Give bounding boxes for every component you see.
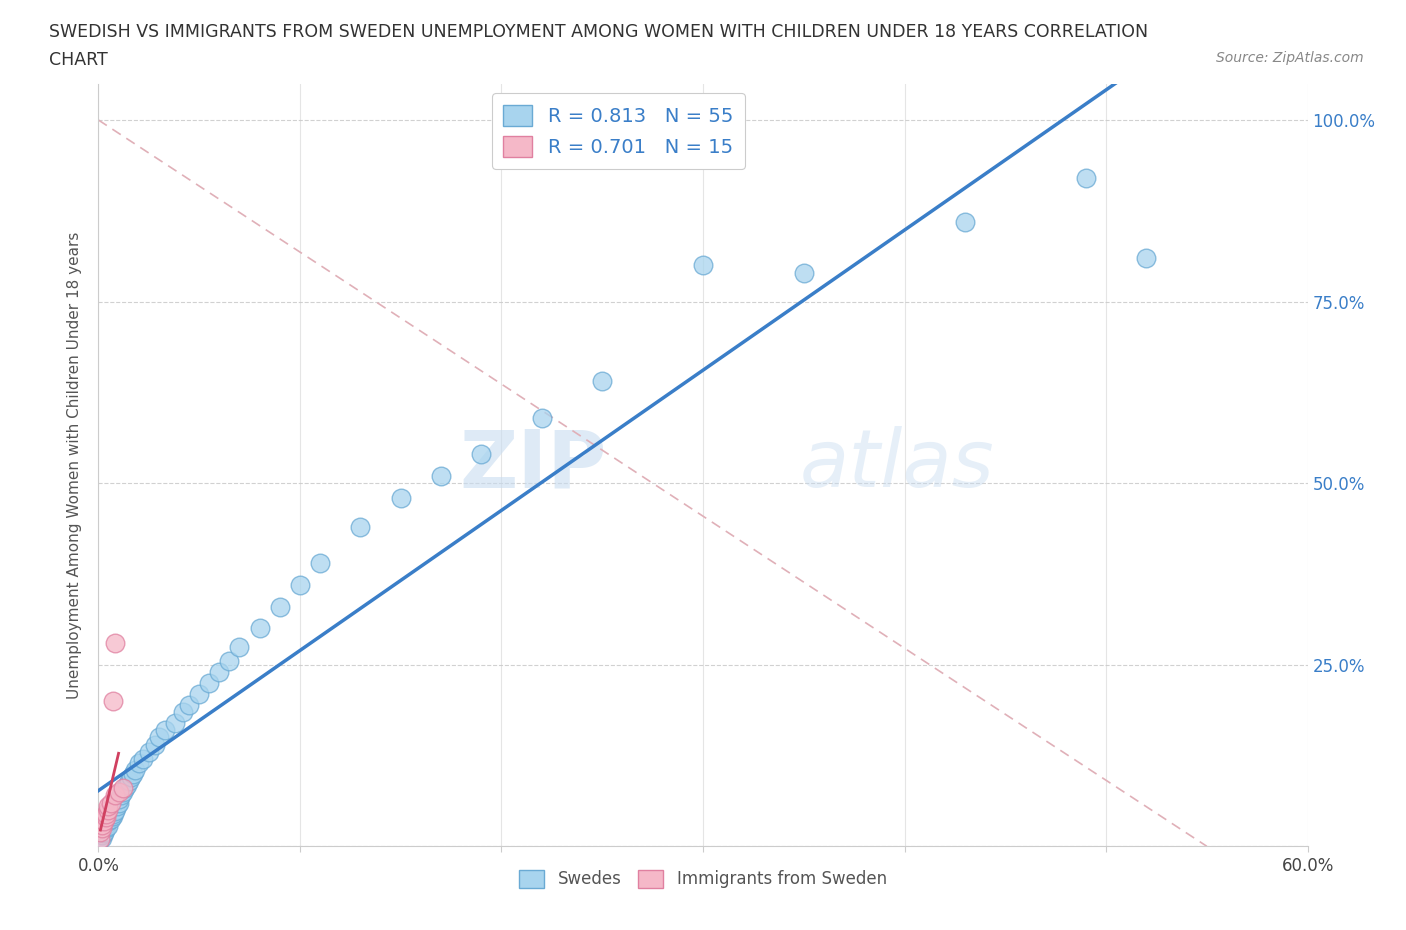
Point: [143, 737, 166, 752]
Point: [91, 820, 114, 835]
Point: [107, 791, 129, 806]
Text: atlas: atlas: [800, 426, 994, 504]
Point: [430, 469, 453, 484]
Point: [470, 446, 492, 461]
Point: [179, 698, 201, 712]
Point: [309, 555, 332, 570]
Point: [107, 784, 129, 799]
Point: [101, 694, 124, 709]
Text: CHART: CHART: [49, 51, 108, 69]
Point: [124, 763, 146, 777]
Text: ZIP: ZIP: [458, 426, 606, 504]
Point: [218, 654, 240, 669]
Point: [269, 599, 291, 614]
Point: [93, 826, 115, 841]
Text: SWEDISH VS IMMIGRANTS FROM SWEDEN UNEMPLOYMENT AMONG WOMEN WITH CHILDREN UNDER 1: SWEDISH VS IMMIGRANTS FROM SWEDEN UNEMPL…: [49, 23, 1149, 41]
Point: [249, 621, 271, 636]
Point: [118, 774, 141, 789]
Point: [97, 818, 120, 833]
Point: [111, 781, 134, 796]
Point: [1074, 171, 1097, 186]
Point: [101, 806, 124, 821]
Point: [100, 810, 122, 825]
Point: [148, 730, 170, 745]
Point: [91, 830, 114, 845]
Point: [530, 410, 553, 425]
Point: [138, 744, 160, 759]
Point: [389, 490, 412, 505]
Point: [93, 814, 115, 829]
Point: [163, 715, 186, 730]
Point: [120, 770, 142, 785]
Point: [103, 803, 125, 817]
Point: [208, 665, 231, 680]
Point: [97, 799, 120, 814]
Point: [198, 675, 221, 690]
Point: [228, 639, 250, 654]
Point: [349, 519, 371, 534]
Point: [153, 723, 176, 737]
Point: [692, 258, 714, 272]
Point: [1135, 250, 1157, 265]
Point: [111, 784, 134, 799]
Point: [91, 828, 114, 843]
Point: [115, 777, 138, 792]
Point: [96, 806, 118, 821]
Point: [793, 265, 815, 280]
Point: [89, 831, 111, 846]
Point: [100, 795, 122, 810]
Point: [105, 799, 128, 814]
Point: [591, 374, 613, 389]
Point: [172, 705, 194, 720]
Legend: Swedes, Immigrants from Sweden: Swedes, Immigrants from Sweden: [513, 863, 893, 896]
Point: [97, 814, 120, 829]
Point: [288, 578, 311, 592]
Point: [96, 820, 118, 835]
Text: Source: ZipAtlas.com: Source: ZipAtlas.com: [1216, 51, 1364, 65]
Point: [97, 803, 120, 817]
Point: [96, 817, 118, 832]
Point: [121, 766, 143, 781]
Point: [188, 686, 211, 701]
Point: [114, 781, 136, 796]
Point: [128, 755, 150, 770]
Point: [89, 824, 111, 839]
Point: [103, 788, 125, 803]
Point: [101, 808, 124, 823]
Point: [103, 635, 125, 650]
Point: [91, 817, 114, 832]
Y-axis label: Unemployment Among Women with Children Under 18 years: Unemployment Among Women with Children U…: [67, 232, 83, 698]
Point: [100, 811, 122, 826]
Point: [107, 795, 129, 810]
Point: [93, 824, 115, 839]
Point: [110, 788, 132, 803]
Point: [96, 810, 118, 825]
Point: [953, 214, 976, 229]
Point: [132, 751, 155, 766]
Point: [89, 831, 111, 846]
Point: [103, 804, 125, 819]
